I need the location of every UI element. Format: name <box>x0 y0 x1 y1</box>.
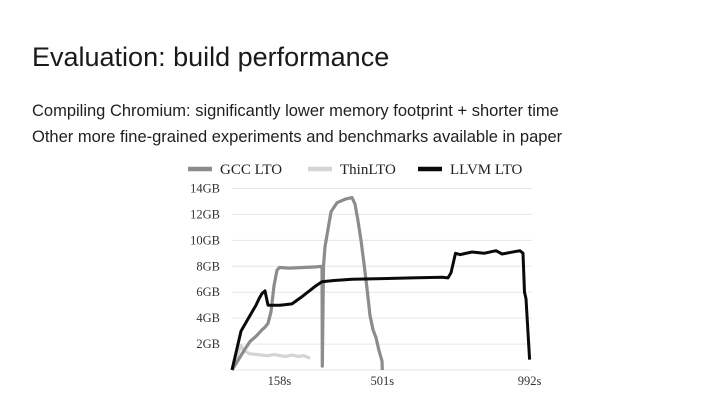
legend-label: LLVM LTO <box>450 162 523 178</box>
x-tick-label: 501s <box>370 374 394 388</box>
chart-legend: GCC LTO ThinLTO LLVM LTO <box>188 162 523 178</box>
x-axis-ticks: 158s 501s 992s <box>268 374 542 388</box>
x-tick-label: 992s <box>518 374 542 388</box>
y-tick-label: 12GB <box>190 207 220 221</box>
x-tick-label: 158s <box>268 374 292 388</box>
y-tick-label: 4GB <box>196 311 220 325</box>
bullet-item: Other more fine-grained experiments and … <box>32 128 563 146</box>
y-tick-label: 6GB <box>196 285 220 299</box>
series-line-thinlto <box>230 343 311 371</box>
series-line-llvm-lto <box>230 249 532 371</box>
y-tick-label: 10GB <box>190 233 220 247</box>
legend-label: GCC LTO <box>220 162 282 178</box>
bullet-item: Compiling Chromium: significantly lower … <box>32 102 559 120</box>
slide-bullets: Compiling Chromium: significantly lower … <box>32 98 562 150</box>
series-line-gcc-lto <box>230 196 384 371</box>
legend-label: ThinLTO <box>340 162 396 178</box>
slide-title: Evaluation: build performance <box>32 42 390 72</box>
y-tick-label: 14GB <box>190 181 220 195</box>
y-axis-ticks: 14GB 12GB 10GB 8GB 6GB 4GB 2GB <box>190 181 220 351</box>
chart-series-lines <box>230 196 532 371</box>
y-tick-label: 8GB <box>196 259 220 273</box>
y-tick-label: 2GB <box>196 337 220 351</box>
